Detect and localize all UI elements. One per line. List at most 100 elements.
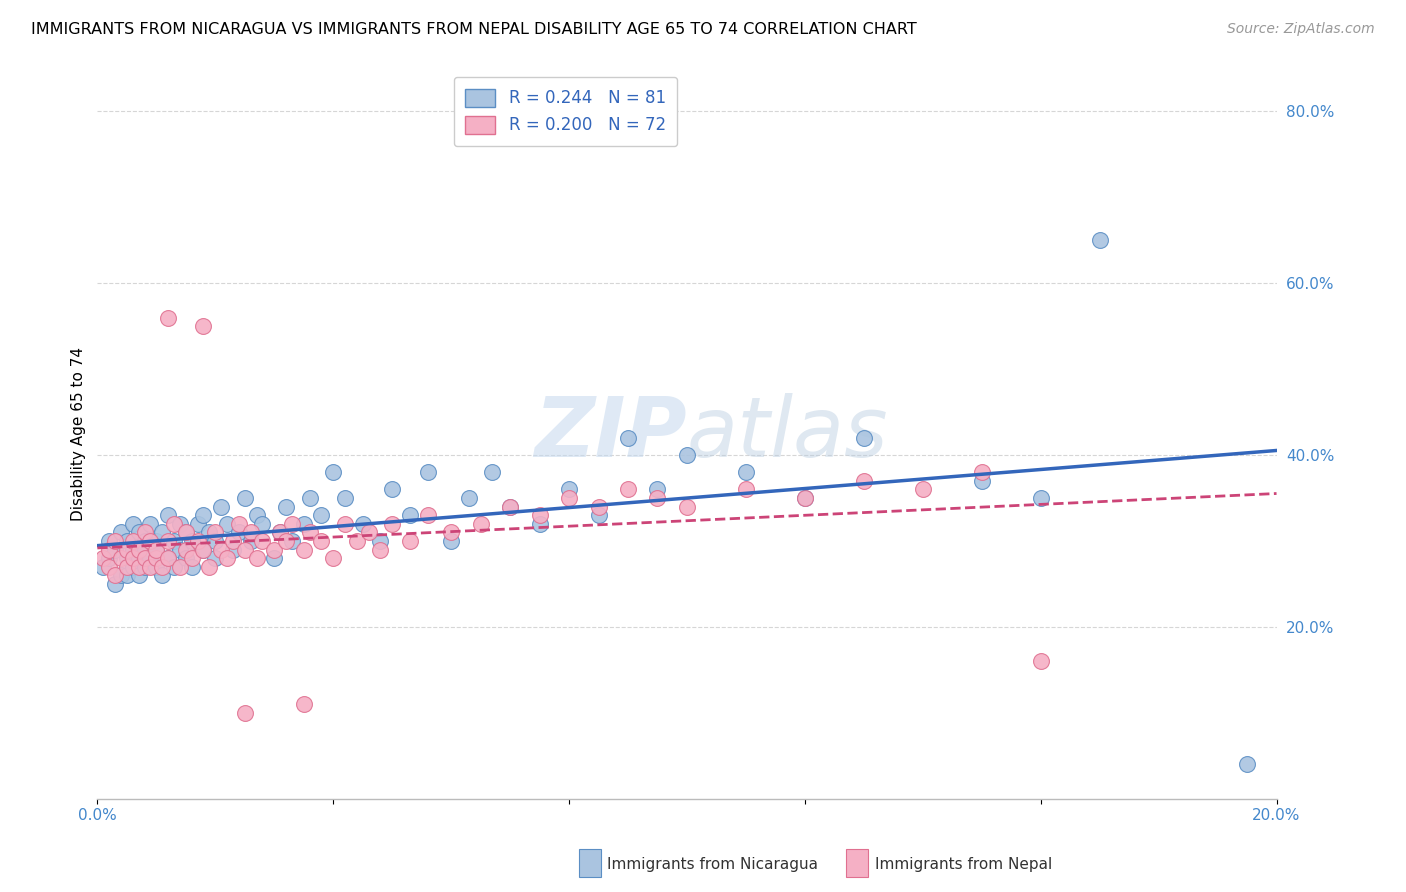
- Point: [970, 474, 993, 488]
- Point: [793, 491, 815, 505]
- Point: [252, 516, 274, 531]
- Y-axis label: Disability Age 65 to 74: Disability Age 65 to 74: [72, 347, 86, 521]
- Point: [233, 542, 256, 557]
- Point: [381, 516, 404, 531]
- Point: [157, 508, 180, 523]
- Point: [169, 516, 191, 531]
- Point: [222, 542, 245, 557]
- Point: [239, 534, 262, 549]
- Text: Immigrants from Nicaragua: Immigrants from Nicaragua: [607, 857, 818, 872]
- Point: [128, 542, 150, 557]
- Point: [104, 568, 127, 582]
- Point: [150, 568, 173, 582]
- Text: atlas: atlas: [688, 393, 889, 475]
- Point: [440, 534, 463, 549]
- Point: [852, 474, 875, 488]
- Point: [215, 516, 238, 531]
- Point: [134, 534, 156, 549]
- Point: [558, 483, 581, 497]
- Point: [157, 310, 180, 325]
- Point: [381, 483, 404, 497]
- Point: [228, 525, 250, 540]
- Point: [209, 500, 232, 514]
- Point: [134, 525, 156, 540]
- Point: [292, 698, 315, 712]
- Point: [115, 551, 138, 566]
- Point: [311, 534, 333, 549]
- Text: ZIP: ZIP: [534, 393, 688, 475]
- Point: [110, 551, 132, 566]
- Point: [398, 534, 420, 549]
- Point: [98, 542, 121, 557]
- Point: [128, 551, 150, 566]
- Point: [233, 491, 256, 505]
- Point: [281, 534, 304, 549]
- Point: [115, 568, 138, 582]
- Point: [274, 534, 297, 549]
- Point: [98, 551, 121, 566]
- Point: [193, 508, 215, 523]
- Point: [204, 551, 226, 566]
- Point: [163, 534, 186, 549]
- Point: [104, 534, 127, 549]
- Point: [647, 491, 669, 505]
- Point: [292, 516, 315, 531]
- Point: [157, 534, 180, 549]
- Point: [588, 500, 610, 514]
- Point: [174, 551, 197, 566]
- Point: [157, 551, 180, 566]
- Point: [1088, 233, 1111, 247]
- Point: [187, 534, 209, 549]
- Point: [145, 559, 167, 574]
- Point: [91, 559, 114, 574]
- Point: [529, 516, 551, 531]
- Point: [735, 465, 758, 479]
- Point: [115, 559, 138, 574]
- Point: [150, 559, 173, 574]
- Point: [558, 491, 581, 505]
- Legend: R = 0.244   N = 81, R = 0.200   N = 72: R = 0.244 N = 81, R = 0.200 N = 72: [454, 77, 678, 146]
- Point: [676, 448, 699, 462]
- Point: [1029, 491, 1052, 505]
- Point: [209, 542, 232, 557]
- Point: [322, 551, 344, 566]
- Point: [252, 534, 274, 549]
- Point: [193, 319, 215, 334]
- Point: [370, 542, 392, 557]
- Point: [233, 706, 256, 720]
- Point: [676, 500, 699, 514]
- Point: [174, 525, 197, 540]
- Point: [269, 525, 291, 540]
- Point: [139, 534, 162, 549]
- Point: [333, 516, 356, 531]
- Point: [128, 568, 150, 582]
- Point: [180, 551, 202, 566]
- Point: [333, 491, 356, 505]
- Point: [121, 542, 143, 557]
- Point: [134, 542, 156, 557]
- Point: [193, 542, 215, 557]
- Point: [1029, 654, 1052, 668]
- Point: [163, 516, 186, 531]
- Point: [647, 483, 669, 497]
- Point: [204, 525, 226, 540]
- Point: [98, 559, 121, 574]
- Point: [163, 559, 186, 574]
- Point: [281, 516, 304, 531]
- Point: [416, 465, 439, 479]
- Point: [1236, 757, 1258, 772]
- Point: [245, 508, 267, 523]
- Point: [499, 500, 522, 514]
- Point: [357, 525, 380, 540]
- Point: [157, 551, 180, 566]
- Point: [263, 542, 285, 557]
- Point: [204, 534, 226, 549]
- Point: [263, 551, 285, 566]
- Point: [104, 542, 127, 557]
- Point: [215, 551, 238, 566]
- Text: Source: ZipAtlas.com: Source: ZipAtlas.com: [1227, 22, 1375, 37]
- Point: [416, 508, 439, 523]
- Point: [470, 516, 492, 531]
- Point: [298, 491, 321, 505]
- Point: [193, 542, 215, 557]
